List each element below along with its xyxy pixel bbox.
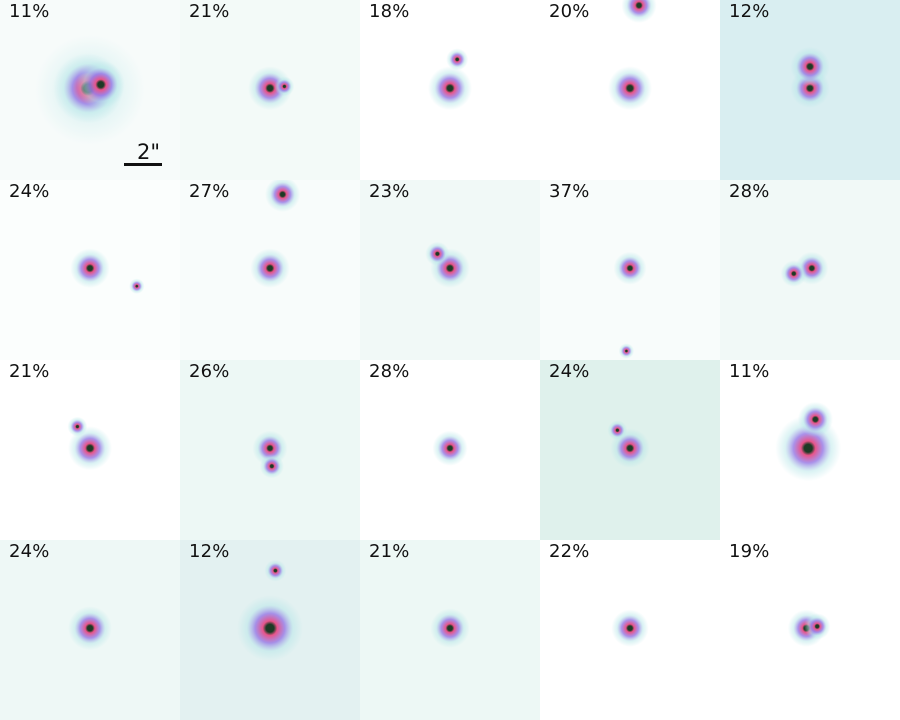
image-panel: 28% — [360, 360, 540, 540]
image-panel: 26% — [180, 360, 360, 540]
panel-percentage-label: 27% — [189, 181, 230, 202]
star-source — [265, 180, 301, 212]
star-source — [425, 241, 450, 266]
star-source — [428, 66, 472, 111]
star-source — [618, 343, 635, 359]
image-panel: 12% — [180, 540, 360, 720]
scalebar-label: 2" — [137, 140, 161, 164]
image-panel: 24% — [540, 360, 720, 540]
panel-percentage-label: 28% — [369, 361, 410, 382]
panel-image — [248, 66, 295, 111]
star-source — [67, 416, 88, 437]
image-panel: 37% — [540, 180, 720, 360]
panel-image — [428, 48, 472, 111]
star-source — [68, 606, 112, 651]
panel-percentage-label: 24% — [549, 361, 590, 382]
panel-image — [608, 0, 657, 111]
star-source — [611, 609, 649, 647]
panel-image — [252, 430, 288, 479]
panel-percentage-label: 12% — [729, 1, 770, 22]
panel-percentage-label: 26% — [189, 361, 230, 382]
image-panel: 21% — [180, 0, 360, 180]
star-source — [780, 260, 807, 287]
image-panel: 28% — [720, 180, 900, 360]
image-panel: 23% — [360, 180, 540, 360]
panel-image — [787, 609, 831, 647]
star-source — [432, 430, 468, 466]
panel-image — [68, 606, 112, 651]
panel-percentage-label: 21% — [189, 1, 230, 22]
scalebar-line — [124, 163, 162, 166]
star-source — [68, 426, 112, 471]
panel-image — [67, 416, 112, 471]
star-source — [621, 0, 657, 23]
panel-image — [611, 609, 649, 647]
panel-image — [70, 248, 145, 294]
panel-image — [35, 35, 145, 145]
panel-image — [775, 401, 842, 482]
panel-percentage-label: 21% — [9, 361, 50, 382]
panel-percentage-label: 19% — [729, 541, 770, 562]
panel-percentage-label: 21% — [369, 541, 410, 562]
star-source — [250, 248, 290, 288]
panel-image — [780, 251, 829, 287]
image-panel: 19% — [720, 540, 900, 720]
panel-percentage-label: 24% — [9, 541, 50, 562]
image-panel: 11% 2" — [0, 0, 180, 180]
panel-percentage-label: 37% — [549, 181, 590, 202]
panel-image — [425, 241, 470, 288]
image-panel: 11% — [720, 360, 900, 540]
panel-image — [607, 420, 650, 468]
star-source — [607, 420, 628, 441]
panel-image — [430, 608, 470, 648]
image-panel: 22% — [540, 540, 720, 720]
image-panel: 21% — [360, 540, 540, 720]
image-panel: 18% — [360, 0, 540, 180]
panel-image — [613, 251, 647, 359]
panel-image — [790, 46, 830, 108]
panel-percentage-label: 22% — [549, 541, 590, 562]
image-panel: 24% — [0, 180, 180, 360]
image-panel: 27% — [180, 180, 360, 360]
image-panel: 24% — [0, 540, 180, 720]
star-source — [76, 60, 126, 109]
image-panel: 12% — [720, 0, 900, 180]
panel-percentage-label: 12% — [189, 541, 230, 562]
star-source — [70, 248, 110, 288]
star-source — [790, 46, 830, 87]
star-source — [274, 76, 295, 97]
star-source — [608, 66, 652, 111]
panel-image — [250, 180, 301, 288]
panel-percentage-label: 18% — [369, 1, 410, 22]
panel-percentage-label: 28% — [729, 181, 770, 202]
star-source — [613, 251, 647, 285]
panel-percentage-label: 23% — [369, 181, 410, 202]
star-source — [259, 454, 284, 479]
star-source — [804, 613, 831, 640]
panel-image — [237, 559, 303, 662]
panel-percentage-label: 20% — [549, 1, 590, 22]
star-source — [446, 48, 469, 71]
panel-percentage-label: 11% — [729, 361, 770, 382]
star-source — [797, 401, 833, 437]
star-source — [237, 595, 303, 662]
panel-image — [432, 430, 468, 466]
panel-percentage-label: 24% — [9, 181, 50, 202]
image-panel: 20% — [540, 0, 720, 180]
star-source — [430, 608, 470, 648]
star-source — [129, 278, 145, 294]
image-panel: 21% — [0, 360, 180, 540]
star-source — [264, 559, 287, 582]
panel-percentage-label: 11% — [9, 1, 50, 22]
